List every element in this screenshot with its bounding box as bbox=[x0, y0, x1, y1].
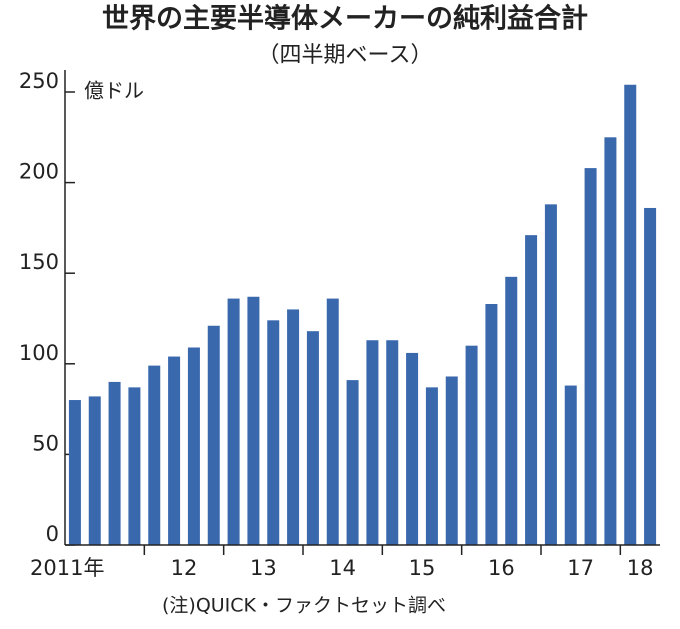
bar bbox=[485, 304, 498, 545]
bar bbox=[584, 168, 597, 545]
unit-label: 億ドル bbox=[84, 79, 144, 103]
bar bbox=[644, 207, 657, 545]
bar bbox=[68, 400, 81, 545]
bar bbox=[525, 235, 538, 545]
bar bbox=[326, 298, 339, 545]
bar bbox=[624, 84, 637, 545]
bar bbox=[366, 340, 379, 545]
x-tick-label: 15 bbox=[409, 556, 436, 580]
bar bbox=[386, 340, 399, 545]
bar bbox=[465, 345, 478, 545]
x-tick-label: 13 bbox=[250, 556, 277, 580]
bar bbox=[227, 298, 240, 545]
bar bbox=[187, 347, 200, 545]
bar bbox=[346, 380, 359, 545]
y-tick-label: 200 bbox=[19, 160, 59, 184]
x-tick-label: 17 bbox=[567, 556, 594, 580]
y-tick-label: 0 bbox=[46, 522, 59, 546]
bar bbox=[207, 325, 220, 545]
bar bbox=[247, 296, 260, 545]
x-tick-label: 12 bbox=[171, 556, 198, 580]
chart-subtitle: （四半期ベース） bbox=[258, 43, 433, 68]
bar bbox=[306, 331, 319, 545]
chart-title: 世界の主要半導体メーカーの純利益合計 bbox=[102, 3, 588, 35]
bar bbox=[604, 137, 617, 546]
y-tick-label: 100 bbox=[19, 341, 59, 365]
y-tick-label: 50 bbox=[32, 431, 59, 455]
bar bbox=[544, 204, 557, 545]
x-tick-label: 2011年 bbox=[30, 556, 104, 580]
y-tick-label: 150 bbox=[19, 250, 59, 274]
bar bbox=[564, 385, 577, 545]
bar bbox=[425, 387, 438, 545]
bar bbox=[445, 376, 458, 545]
bar bbox=[505, 276, 518, 545]
bar bbox=[108, 381, 121, 545]
x-tick-label: 16 bbox=[488, 556, 515, 580]
bar bbox=[88, 396, 101, 545]
bar bbox=[148, 365, 161, 545]
note: (注)QUICK・ファクトセット調べ bbox=[162, 595, 446, 617]
bar bbox=[406, 352, 419, 545]
bar bbox=[168, 356, 181, 545]
bar bbox=[267, 320, 280, 545]
x-tick-label: 14 bbox=[329, 556, 356, 580]
x-tick-label: 18 bbox=[627, 556, 654, 580]
bar bbox=[128, 387, 141, 545]
y-tick-label: 250 bbox=[19, 69, 59, 93]
bar bbox=[287, 309, 300, 545]
